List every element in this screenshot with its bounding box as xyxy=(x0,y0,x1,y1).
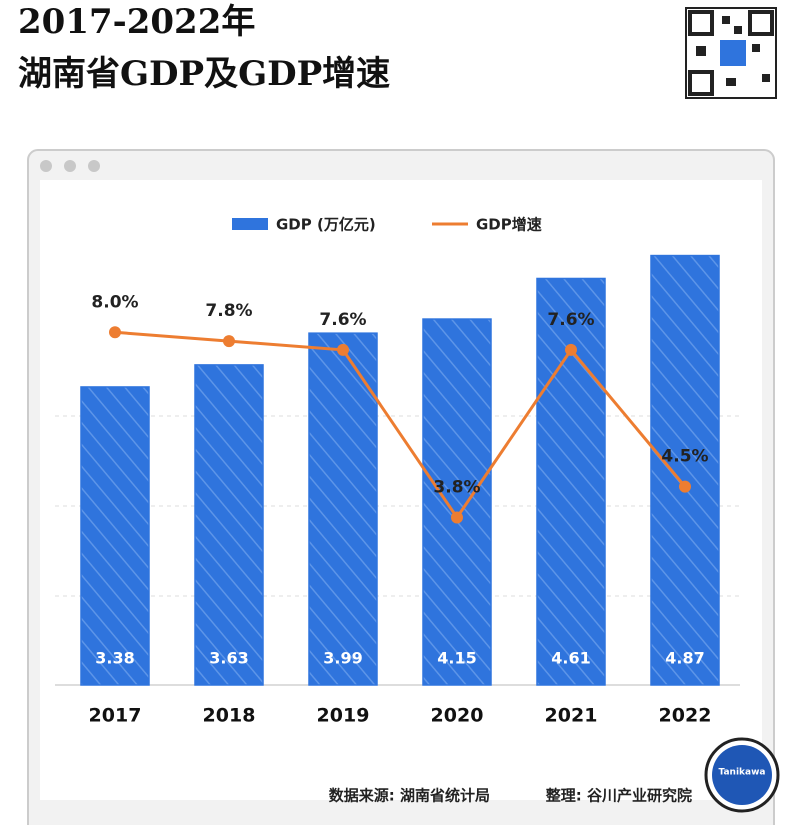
x-tick-label: 2019 xyxy=(317,705,370,727)
bar-label: 4.61 xyxy=(551,649,590,668)
credit: 整理: 谷川产业研究院 xyxy=(546,787,692,805)
bar-label: 4.87 xyxy=(665,649,704,668)
point-label: 3.8% xyxy=(433,477,480,497)
badge xyxy=(712,745,772,805)
bar xyxy=(422,318,492,686)
x-tick-label: 2021 xyxy=(545,705,598,727)
bar xyxy=(308,332,378,686)
bar xyxy=(650,254,720,686)
bar-label: 3.38 xyxy=(95,649,134,668)
badge-text: Tanikawa xyxy=(719,768,766,778)
bar-label: 4.15 xyxy=(437,649,476,668)
point xyxy=(451,511,463,524)
point xyxy=(109,326,121,339)
qr-code xyxy=(685,7,777,99)
point xyxy=(679,480,691,493)
source: 数据来源: 湖南省统计局 xyxy=(329,787,490,805)
bar xyxy=(80,386,150,686)
point xyxy=(337,343,349,356)
x-tick-label: 2022 xyxy=(659,705,712,727)
point-label: 8.0% xyxy=(91,292,138,312)
point-label: 4.5% xyxy=(661,447,708,467)
legend-swatch xyxy=(232,218,268,230)
bar-label: 3.99 xyxy=(323,649,362,668)
x-tick-label: 2020 xyxy=(431,705,484,727)
legend-label: GDP增速 xyxy=(476,216,542,234)
point-label: 7.6% xyxy=(547,310,594,330)
point-label: 7.8% xyxy=(205,301,252,321)
chart-title: 湖南省GDP及GDP增速 xyxy=(18,54,390,94)
bar xyxy=(536,277,606,686)
bar-label: 3.63 xyxy=(209,649,248,668)
x-tick-label: 2017 xyxy=(89,705,142,727)
chart-title: 2017-2022年 xyxy=(18,2,255,42)
x-tick-label: 2018 xyxy=(203,705,256,727)
point xyxy=(223,335,235,348)
point xyxy=(565,343,577,356)
line xyxy=(114,330,687,521)
point-label: 7.6% xyxy=(319,310,366,330)
legend-label: GDP (万亿元) xyxy=(276,216,376,234)
bar xyxy=(194,364,264,686)
